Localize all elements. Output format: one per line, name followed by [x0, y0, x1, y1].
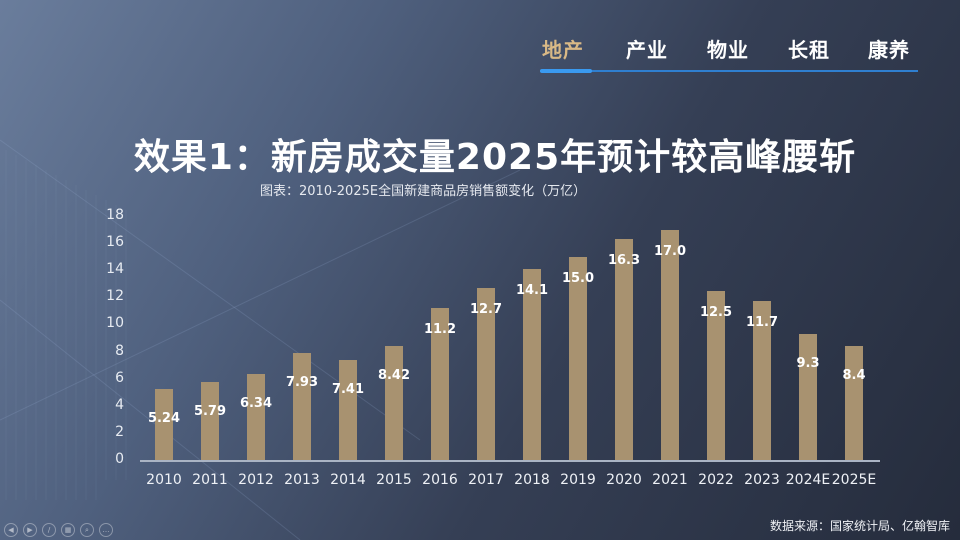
y-tick-label: 10	[106, 315, 124, 332]
bar-value-label: 14.1	[515, 282, 549, 298]
bar-2010	[155, 388, 173, 460]
bar-value-label: 7.41	[331, 381, 365, 397]
x-axis-line	[140, 460, 880, 462]
y-tick-label: 14	[106, 261, 124, 278]
bar-2018	[523, 268, 541, 460]
top-navigation: 地产 产业 物业 长租 康养	[540, 34, 920, 74]
x-tick-label: 2014	[330, 472, 366, 488]
bar-value-label: 11.7	[745, 315, 779, 331]
bar-2022	[707, 290, 725, 460]
y-tick-label: 8	[115, 342, 124, 359]
y-tick-label: 4	[115, 396, 124, 413]
bar-2023	[753, 301, 771, 460]
y-tick-label: 2	[115, 423, 124, 440]
bar-2020	[615, 239, 633, 460]
bar-2021	[661, 229, 679, 460]
slides-icon[interactable]: ▦	[61, 523, 75, 537]
y-tick-label: 0	[115, 451, 124, 467]
x-tick-label: 2025E	[831, 472, 877, 488]
nav-tab-2[interactable]: 物业	[707, 38, 749, 62]
bar-2012	[247, 374, 265, 460]
x-tick-label: 2020	[606, 472, 642, 488]
nav-underline	[540, 70, 918, 72]
chart-subtitle: 图表：2010-2025E全国新建商品房销售额变化（万亿）	[260, 184, 587, 199]
bar-value-label: 5.79	[193, 403, 227, 419]
x-tick-label: 2021	[652, 472, 688, 488]
bar-value-label: 11.2	[423, 322, 457, 338]
bar-2015	[385, 345, 403, 460]
bar-value-label: 16.3	[607, 253, 641, 269]
x-tick-label: 2016	[422, 472, 458, 488]
nav-tab-4[interactable]: 康养	[868, 38, 910, 62]
y-tick-label: 16	[106, 234, 124, 251]
zoom-icon[interactable]: ⌕	[80, 523, 94, 537]
bar-value-label: 7.93	[285, 374, 319, 390]
presentation-controls: ◀ ▶ / ▦ ⌕ …	[4, 523, 113, 537]
bar-value-label: 8.4	[842, 368, 866, 384]
bar-value-label: 12.7	[469, 301, 503, 317]
nav-tab-3[interactable]: 长租	[788, 38, 830, 62]
x-tick-label: 2017	[468, 472, 504, 488]
bar-value-label: 15.0	[561, 270, 595, 286]
x-tick-label: 2022	[698, 472, 734, 488]
nav-active-indicator	[540, 69, 592, 73]
x-tick-label: 2024E	[785, 472, 831, 488]
x-tick-label: 2018	[514, 472, 550, 488]
x-tick-label: 2011	[192, 472, 228, 488]
x-tick-label: 2012	[238, 472, 274, 488]
bar-value-label: 9.3	[796, 355, 820, 371]
data-source: 数据来源：国家统计局、亿翰智库	[769, 519, 950, 533]
bar-value-label: 17.0	[653, 243, 687, 259]
more-icon[interactable]: …	[99, 523, 113, 537]
bar-2025E	[845, 346, 863, 460]
nav-tab-1[interactable]: 产业	[626, 38, 668, 62]
bar-value-label: 5.24	[147, 410, 181, 426]
pen-icon[interactable]: /	[42, 523, 56, 537]
bar-value-label: 12.5	[699, 304, 733, 320]
x-tick-label: 2013	[284, 472, 320, 488]
bar-2019	[569, 256, 587, 460]
bar-2016	[431, 308, 449, 460]
x-tick-label: 2023	[744, 472, 780, 488]
nav-tab-0[interactable]: 地产	[542, 38, 584, 62]
bar-2014	[339, 359, 357, 460]
x-tick-label: 2010	[146, 472, 182, 488]
x-tick-label: 2015	[376, 472, 412, 488]
y-tick-label: 12	[106, 288, 124, 305]
prev-icon[interactable]: ◀	[4, 523, 18, 537]
bar-2011	[201, 381, 219, 460]
bar-2017	[477, 287, 495, 460]
y-tick-label: 6	[115, 369, 124, 386]
y-tick-label: 18	[106, 207, 124, 223]
bar-value-label: 8.42	[377, 367, 411, 383]
bar-value-label: 6.34	[239, 396, 273, 412]
bar-2013	[293, 352, 311, 460]
x-tick-label: 2019	[560, 472, 596, 488]
page-title: 效果1：新房成交量2025年预计较高峰腰斩	[133, 137, 857, 178]
next-icon[interactable]: ▶	[23, 523, 37, 537]
bar-2024E	[799, 333, 817, 460]
